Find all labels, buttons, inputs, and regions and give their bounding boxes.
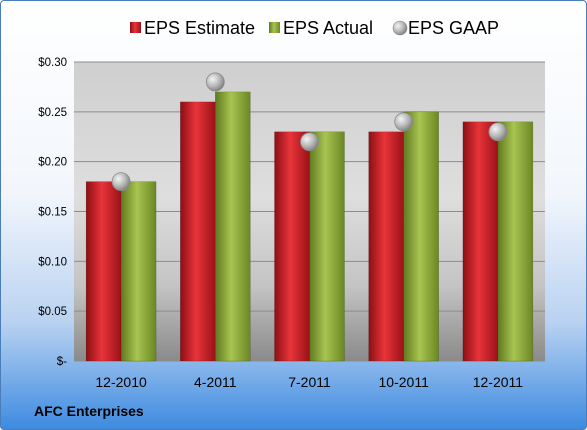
gaap-markers <box>111 72 508 192</box>
company-name: AFC Enterprises <box>34 403 144 419</box>
bar-eps-estimate <box>462 121 499 362</box>
bar-eps-estimate <box>274 131 310 362</box>
y-tick-label: $0.10 <box>38 256 67 268</box>
legend-label: EPS Estimate <box>144 18 255 38</box>
legend-item-eps-estimate: EPS Estimate <box>130 18 255 38</box>
y-tick-label: $- <box>57 356 67 368</box>
legend-item-eps-gaap: EPS GAAP <box>392 18 499 38</box>
marker-eps-gaap <box>111 172 131 192</box>
bar-eps-actual <box>309 131 345 362</box>
x-category-label: 10-2011 <box>379 374 430 390</box>
marker-eps-gaap <box>205 72 225 92</box>
y-tick-label: $0.30 <box>38 57 67 69</box>
x-category-label: 4-2011 <box>194 374 237 390</box>
bar-eps-estimate <box>85 181 122 362</box>
bar-eps-actual <box>403 111 439 362</box>
legend-item-eps-actual: EPS Actual <box>269 18 373 38</box>
y-tick-label: $0.05 <box>38 306 67 318</box>
y-axis: $- $0.05 $0.10 $0.15 $0.20 $0.25 $0.30 <box>38 57 67 368</box>
legend-swatch <box>269 22 280 33</box>
marker-eps-gaap <box>300 132 319 152</box>
legend-swatch <box>130 22 141 33</box>
y-tick-label: $0.15 <box>38 207 67 219</box>
legend-label: EPS GAAP <box>408 18 499 38</box>
bar-eps-actual <box>215 91 251 362</box>
legend: EPS Estimate EPS Actual EPS GAAP <box>130 18 499 38</box>
bars <box>85 91 534 362</box>
x-axis: 12-2010 4-2011 7-2011 10-2011 12-2011 <box>95 374 523 390</box>
bar-eps-estimate <box>368 131 404 362</box>
x-category-label: 7-2011 <box>288 374 331 390</box>
marker-eps-gaap <box>488 122 508 142</box>
bar-eps-actual <box>120 181 157 362</box>
marker-eps-gaap <box>394 112 414 132</box>
x-category-label: 12-2010 <box>95 374 147 390</box>
bar-eps-estimate <box>180 101 216 362</box>
y-tick-label: $0.20 <box>38 157 67 169</box>
legend-swatch <box>392 20 408 36</box>
legend-label: EPS Actual <box>283 18 373 38</box>
x-category-label: 12-2011 <box>473 374 524 390</box>
bar-eps-actual <box>497 121 534 362</box>
y-tick-label: $0.25 <box>38 107 67 119</box>
